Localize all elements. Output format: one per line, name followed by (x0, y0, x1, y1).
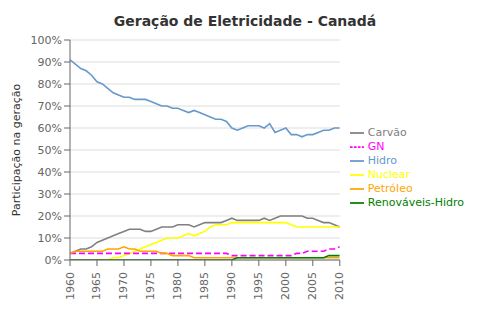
svg-text:1985: 1985 (198, 272, 211, 300)
svg-text:1990: 1990 (225, 272, 238, 300)
svg-text:2005: 2005 (306, 272, 319, 300)
svg-text:50%: 50% (38, 144, 62, 157)
svg-text:0%: 0% (45, 254, 62, 267)
svg-text:10%: 10% (38, 232, 62, 245)
svg-text:1960: 1960 (64, 272, 77, 300)
svg-text:1970: 1970 (117, 272, 130, 300)
svg-text:60%: 60% (38, 122, 62, 135)
svg-text:1995: 1995 (252, 272, 265, 300)
svg-text:1965: 1965 (90, 272, 103, 300)
html-text:Petróleo: Petróleo (367, 182, 413, 195)
svg-text:30%: 30% (38, 188, 62, 201)
html-text:Carvão: Carvão (367, 126, 407, 139)
html-text:GN: GN (367, 140, 385, 153)
svg-text:1975: 1975 (144, 272, 157, 300)
html-text:Hidro: Hidro (367, 154, 398, 167)
html-text:Nuclear: Nuclear (367, 168, 411, 181)
html-text:Renováveis-Hidro: Renováveis-Hidro (367, 196, 464, 209)
svg-text:100%: 100% (31, 34, 62, 47)
html-text:Geração de Eletricidade - Cana: Geração de Eletricidade - Canadá (113, 13, 377, 29)
svg-text:90%: 90% (38, 56, 62, 69)
svg-text:Participação na geração: Participação na geração (10, 84, 23, 217)
svg-text:70%: 70% (38, 100, 62, 113)
svg-text:2000: 2000 (279, 272, 292, 300)
svg-text:2010: 2010 (333, 272, 346, 300)
svg-text:20%: 20% (38, 210, 62, 223)
svg-text:40%: 40% (38, 166, 62, 179)
svg-text:1980: 1980 (171, 272, 184, 300)
svg-text:80%: 80% (38, 78, 62, 91)
